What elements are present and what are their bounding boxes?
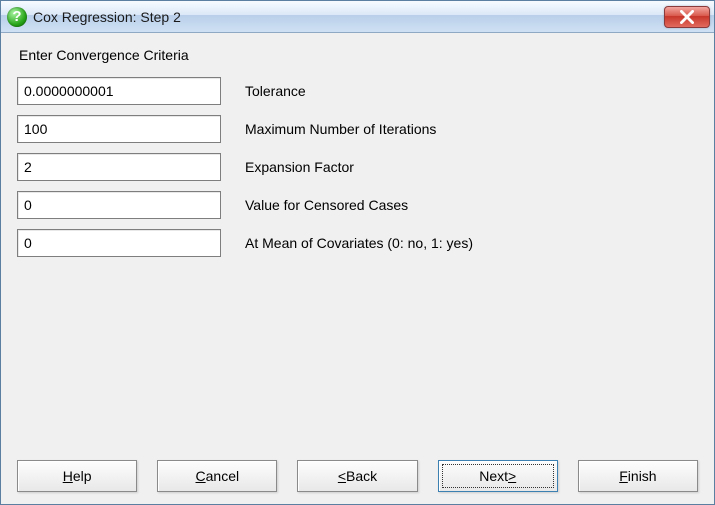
atmean-input[interactable] — [17, 229, 221, 257]
finish-post: inish — [628, 468, 657, 484]
next-mnemonic: > — [508, 468, 516, 484]
back-mnemonic: < — [338, 468, 346, 484]
button-bar: Help Cancel < Back Next > Finish — [17, 450, 698, 492]
help-button[interactable]: Help — [17, 460, 137, 492]
field-row-maxiter: Maximum Number of Iterations — [17, 115, 698, 143]
tolerance-label: Tolerance — [245, 83, 306, 99]
cancel-mnemonic: C — [196, 468, 206, 484]
help-icon: ? — [7, 7, 27, 27]
maxiter-label: Maximum Number of Iterations — [245, 121, 436, 137]
field-row-expansion: Expansion Factor — [17, 153, 698, 181]
field-row-tolerance: Tolerance — [17, 77, 698, 105]
window-title: Cox Regression: Step 2 — [33, 9, 664, 25]
close-button[interactable] — [664, 6, 710, 28]
client-area: Enter Convergence Criteria Tolerance Max… — [1, 33, 714, 504]
censored-input[interactable] — [17, 191, 221, 219]
fields-container: Tolerance Maximum Number of Iterations E… — [17, 77, 698, 257]
cancel-button[interactable]: Cancel — [157, 460, 277, 492]
censored-label: Value for Censored Cases — [245, 197, 408, 213]
back-button[interactable]: < Back — [297, 460, 417, 492]
field-row-censored: Value for Censored Cases — [17, 191, 698, 219]
next-button[interactable]: Next > — [438, 460, 558, 492]
maxiter-input[interactable] — [17, 115, 221, 143]
titlebar: ? Cox Regression: Step 2 — [1, 1, 714, 33]
cancel-post: ancel — [206, 468, 239, 484]
atmean-label: At Mean of Covariates (0: no, 1: yes) — [245, 235, 473, 251]
dialog-window: ? Cox Regression: Step 2 Enter Convergen… — [0, 0, 715, 505]
next-text: Next — [479, 468, 508, 484]
expansion-input[interactable] — [17, 153, 221, 181]
finish-mnemonic: F — [619, 468, 628, 484]
expansion-label: Expansion Factor — [245, 159, 354, 175]
section-heading: Enter Convergence Criteria — [19, 47, 698, 63]
finish-button[interactable]: Finish — [578, 460, 698, 492]
help-post: elp — [73, 468, 92, 484]
back-text: Back — [346, 468, 377, 484]
close-icon — [680, 10, 694, 24]
help-mnemonic: H — [63, 468, 73, 484]
tolerance-input[interactable] — [17, 77, 221, 105]
field-row-atmean: At Mean of Covariates (0: no, 1: yes) — [17, 229, 698, 257]
